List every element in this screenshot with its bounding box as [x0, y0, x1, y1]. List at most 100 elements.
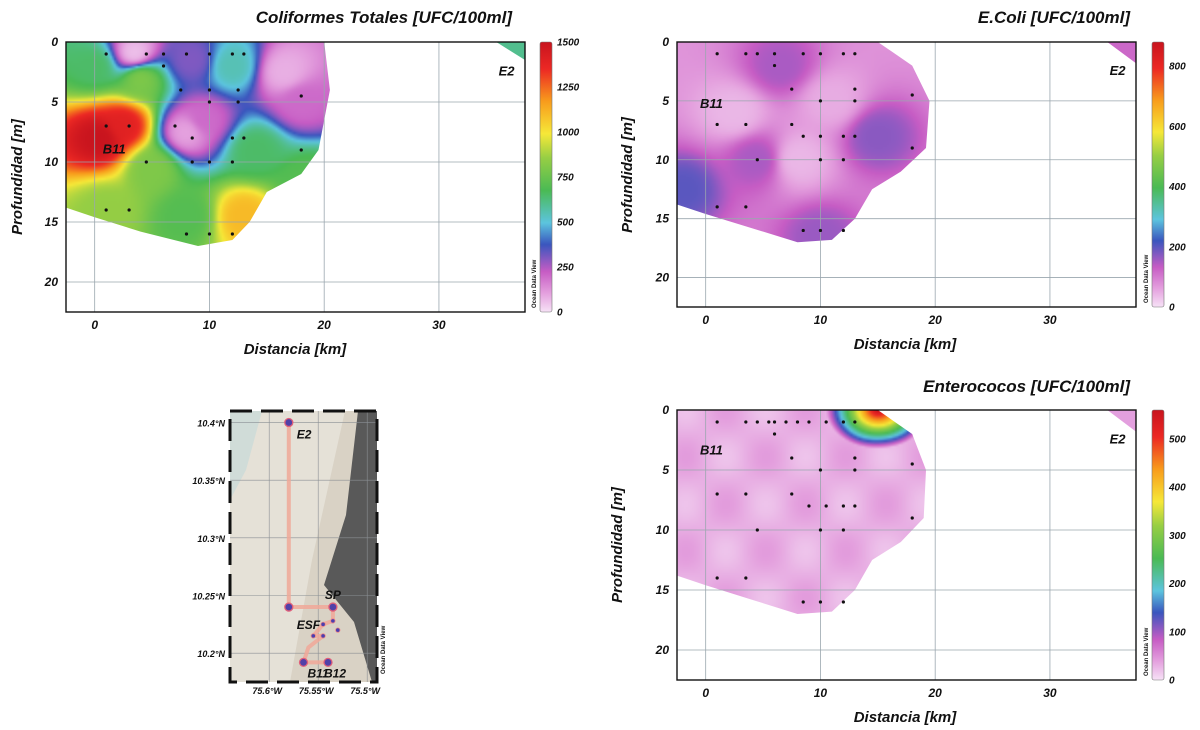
colorbar-tick-label: 500 — [1169, 434, 1186, 445]
sample-point — [818, 528, 823, 532]
x-tick-label: 0 — [702, 686, 709, 700]
sample-point — [744, 576, 748, 580]
y-tick-label: 5 — [51, 95, 58, 109]
x-tick-label: 30 — [1043, 686, 1057, 700]
y-tick-label: 10 — [656, 153, 670, 167]
chart-title: Enterococos [UFC/100ml] — [923, 377, 1131, 396]
sample-point — [818, 52, 823, 56]
colorbar-tick-label: 250 — [556, 263, 574, 274]
map-lon-label: 75.5°W — [350, 686, 381, 696]
x-axis-label: Distancia [km] — [244, 341, 348, 358]
sample-point — [772, 432, 777, 436]
sample-point — [841, 528, 845, 532]
sample-point — [790, 492, 794, 496]
sample-point — [772, 63, 777, 68]
odv-watermark: Ocean Data View — [1144, 627, 1150, 676]
map-station-label: E2 — [297, 428, 312, 442]
y-tick-label: 10 — [45, 155, 59, 169]
map-lat-label: 10.3°N — [197, 534, 225, 544]
sample-point — [104, 52, 108, 56]
sample-point — [236, 100, 240, 104]
station-marker-small — [320, 633, 326, 639]
sample-point — [841, 52, 845, 56]
sample-point — [853, 468, 857, 472]
sample-point — [853, 99, 857, 103]
sample-point — [824, 504, 828, 508]
colorbar-tick-label: 400 — [1168, 483, 1186, 494]
sample-point — [184, 52, 189, 56]
sample-point — [230, 232, 234, 236]
y-tick-label: 0 — [662, 35, 669, 49]
sample-point — [755, 420, 759, 424]
x-tick-label: 30 — [432, 318, 446, 332]
station-marker — [284, 417, 294, 428]
colorbar-tick-label: 0 — [1169, 303, 1175, 314]
sample-point — [144, 160, 148, 164]
station-marker-small — [310, 633, 316, 639]
e2-field-patch — [1107, 410, 1136, 432]
x-tick-label: 10 — [203, 318, 217, 332]
colorbar-tick-label: 100 — [1169, 627, 1186, 638]
ecoli-section-plot: 0 10 20 30 0 5 10 15 20 B11 E2 E.Coli [UFC/100ml] Di… — [619, 8, 1186, 353]
sample-point — [772, 420, 777, 424]
colorbar-tick-label: 0 — [557, 308, 563, 319]
sample-point — [910, 93, 914, 97]
station-label: E2 — [1110, 63, 1127, 78]
odv-watermark: Ocean Data View — [1144, 254, 1150, 303]
sample-point — [207, 88, 212, 92]
e2-field-patch — [1107, 42, 1136, 64]
map-station-label: ESF — [297, 618, 321, 632]
land-area — [324, 411, 377, 682]
sample-point — [715, 52, 719, 56]
y-axis-label: Profundidad [m] — [609, 486, 626, 603]
plot-frame — [676, 41, 1137, 308]
sample-point — [801, 134, 805, 138]
plot-frame — [65, 41, 526, 313]
sample-point — [790, 122, 794, 127]
sample-point — [161, 52, 166, 56]
y-axis-label: Profundidad [m] — [619, 116, 636, 233]
colorbar-tick-label: 300 — [1169, 531, 1186, 542]
sample-point — [755, 528, 759, 532]
sample-point — [801, 52, 805, 56]
sample-point — [818, 468, 823, 472]
sample-point — [230, 52, 234, 56]
sample-point — [715, 492, 719, 496]
y-tick-label: 15 — [45, 215, 59, 229]
y-axis-label: Profundidad [m] — [9, 118, 26, 235]
sample-point — [767, 420, 771, 424]
sample-point — [818, 600, 823, 604]
sample-point — [853, 134, 857, 138]
x-tick-label: 30 — [1043, 313, 1057, 327]
sample-point — [784, 420, 788, 424]
sample-point — [299, 148, 303, 152]
map-lon-label: 75.6°W — [252, 686, 283, 696]
colorbar — [1151, 41, 1165, 308]
colorbar-tick-label: 500 — [557, 218, 574, 229]
y-tick-label: 5 — [662, 94, 669, 108]
sample-point — [207, 232, 212, 236]
station-marker-small — [335, 627, 341, 633]
sample-point — [715, 122, 719, 127]
sample-point — [190, 160, 194, 164]
sample-point — [853, 456, 857, 460]
map-station-label: B11 — [308, 666, 329, 680]
colorbar — [1151, 409, 1165, 681]
colorbar-tick-label: 750 — [557, 173, 574, 184]
sample-point — [841, 158, 845, 162]
sample-point — [744, 205, 748, 209]
sample-point — [744, 52, 748, 56]
sample-point — [715, 420, 719, 424]
map-lat-label: 10.4°N — [197, 419, 225, 429]
y-tick-label: 0 — [51, 35, 58, 49]
sample-point — [104, 124, 108, 128]
sample-point — [755, 52, 759, 56]
map-station-label: SP — [325, 588, 342, 602]
colorbar-tick-label: 1500 — [557, 38, 580, 49]
map-body — [230, 411, 377, 682]
sample-point — [853, 52, 857, 56]
colorbar-tick-label: 1000 — [557, 128, 580, 139]
